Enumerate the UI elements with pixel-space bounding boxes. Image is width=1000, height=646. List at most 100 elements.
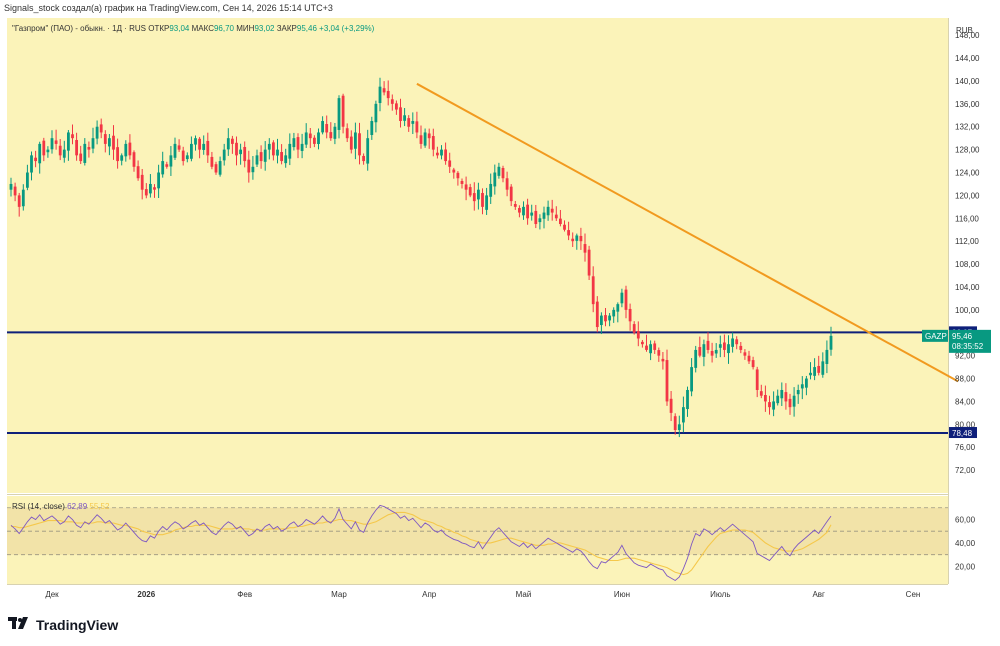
candle-body — [358, 133, 361, 156]
candle-body — [710, 350, 714, 356]
low-value: 93,02 — [254, 24, 275, 33]
candle-body — [682, 407, 685, 423]
candle-body — [595, 301, 599, 328]
last-price-badge — [949, 329, 991, 353]
candle-body — [604, 315, 607, 322]
candle-body — [649, 344, 652, 354]
tradingview-logo[interactable]: TradingView — [8, 616, 118, 633]
candle-body — [288, 143, 292, 159]
rsi-legend[interactable]: RSI (14, close) 62,89 55,52 — [12, 502, 109, 511]
candle-body — [272, 142, 275, 156]
candle-body — [731, 338, 734, 347]
candle-body — [161, 161, 165, 175]
candle-body — [694, 349, 698, 368]
candle-body — [329, 132, 333, 139]
candle-body — [120, 155, 124, 161]
candle-body — [202, 143, 206, 150]
candle-body — [809, 372, 812, 376]
time-tick-label: Июль — [710, 590, 730, 599]
candle-body — [714, 349, 718, 354]
candle-body — [468, 187, 472, 196]
time-tick-label: Сен — [906, 590, 921, 599]
candle-body — [456, 172, 460, 179]
candle-body — [805, 378, 808, 388]
time-tick-label: Дек — [45, 590, 59, 599]
candle-body — [472, 193, 476, 202]
candle-body — [46, 149, 50, 153]
candle-body — [563, 224, 566, 230]
candle-body — [190, 143, 193, 159]
symbol-legend[interactable]: "Газпром" (ПАО) - обыкн. · 1Д · RUS ОТКР… — [12, 24, 374, 33]
candle-body — [300, 143, 304, 151]
candle-body — [481, 192, 484, 207]
candle-body — [185, 155, 189, 160]
candle-body — [79, 153, 83, 162]
candle-body — [645, 345, 648, 350]
candle-body — [796, 389, 800, 395]
candle-body — [538, 218, 542, 223]
candle-body — [735, 339, 739, 345]
candle-body — [173, 143, 177, 158]
candle-body — [587, 249, 591, 276]
candle-body — [132, 152, 136, 167]
time-tick-label: Июн — [614, 590, 630, 599]
candle-body — [296, 137, 300, 150]
candle-body — [608, 315, 611, 321]
candle-body — [657, 350, 661, 356]
candle-body — [591, 276, 595, 305]
candle-body — [821, 361, 825, 375]
candle-body — [427, 133, 431, 139]
candle-body — [38, 143, 42, 164]
candle-body — [546, 206, 550, 216]
high-value: 96,70 — [213, 24, 235, 33]
candle-body — [112, 135, 115, 150]
candle-body — [661, 358, 665, 362]
candle-body — [194, 138, 197, 145]
candle-body — [780, 389, 784, 399]
candle-body — [226, 138, 230, 150]
candle-body — [718, 344, 722, 348]
candle-body — [87, 147, 91, 150]
candle-body — [99, 124, 103, 133]
candle-body — [67, 132, 70, 151]
candle-body — [505, 178, 509, 190]
candle-body — [206, 140, 210, 156]
candle-body — [140, 174, 144, 190]
main-pane-background — [7, 18, 948, 493]
close-label: ЗАКР — [276, 24, 297, 33]
rsi-line — [10, 504, 832, 582]
candle-body — [17, 195, 21, 207]
candle-body — [235, 142, 238, 156]
price-tick-label: 148,00 — [955, 31, 980, 40]
rsi-tick-label: 20,00 — [955, 562, 976, 571]
candle-body — [313, 137, 316, 144]
close-value: 95,46 — [296, 24, 317, 33]
candle-body — [817, 365, 821, 373]
candle-body — [665, 360, 669, 402]
rsi-tick-label: 40,00 — [955, 539, 976, 548]
candle-body — [267, 143, 271, 150]
candle-body — [128, 142, 132, 156]
candle-body — [423, 132, 427, 146]
candle-body — [530, 212, 534, 216]
open-label: ОТКР — [148, 24, 170, 33]
price-tick-label: 116,00 — [955, 214, 979, 223]
candle-body — [440, 149, 443, 156]
candle-body — [251, 166, 255, 173]
candle-body — [374, 103, 378, 123]
candle-body — [284, 155, 288, 164]
time-tick-label: 2026 — [137, 590, 155, 599]
price-tick-label: 92,00 — [955, 352, 976, 361]
candle-body — [575, 235, 579, 241]
candle-body — [411, 121, 415, 124]
candle-body — [706, 340, 710, 350]
candle-body — [255, 155, 259, 165]
price-tick-label: 124,00 — [955, 169, 980, 178]
candle-body — [337, 98, 341, 130]
candle-body — [632, 324, 636, 333]
countdown-text: 08:35:52 — [952, 342, 984, 351]
candle-body — [583, 244, 587, 253]
candle-body — [95, 126, 99, 139]
candle-body — [624, 289, 628, 310]
